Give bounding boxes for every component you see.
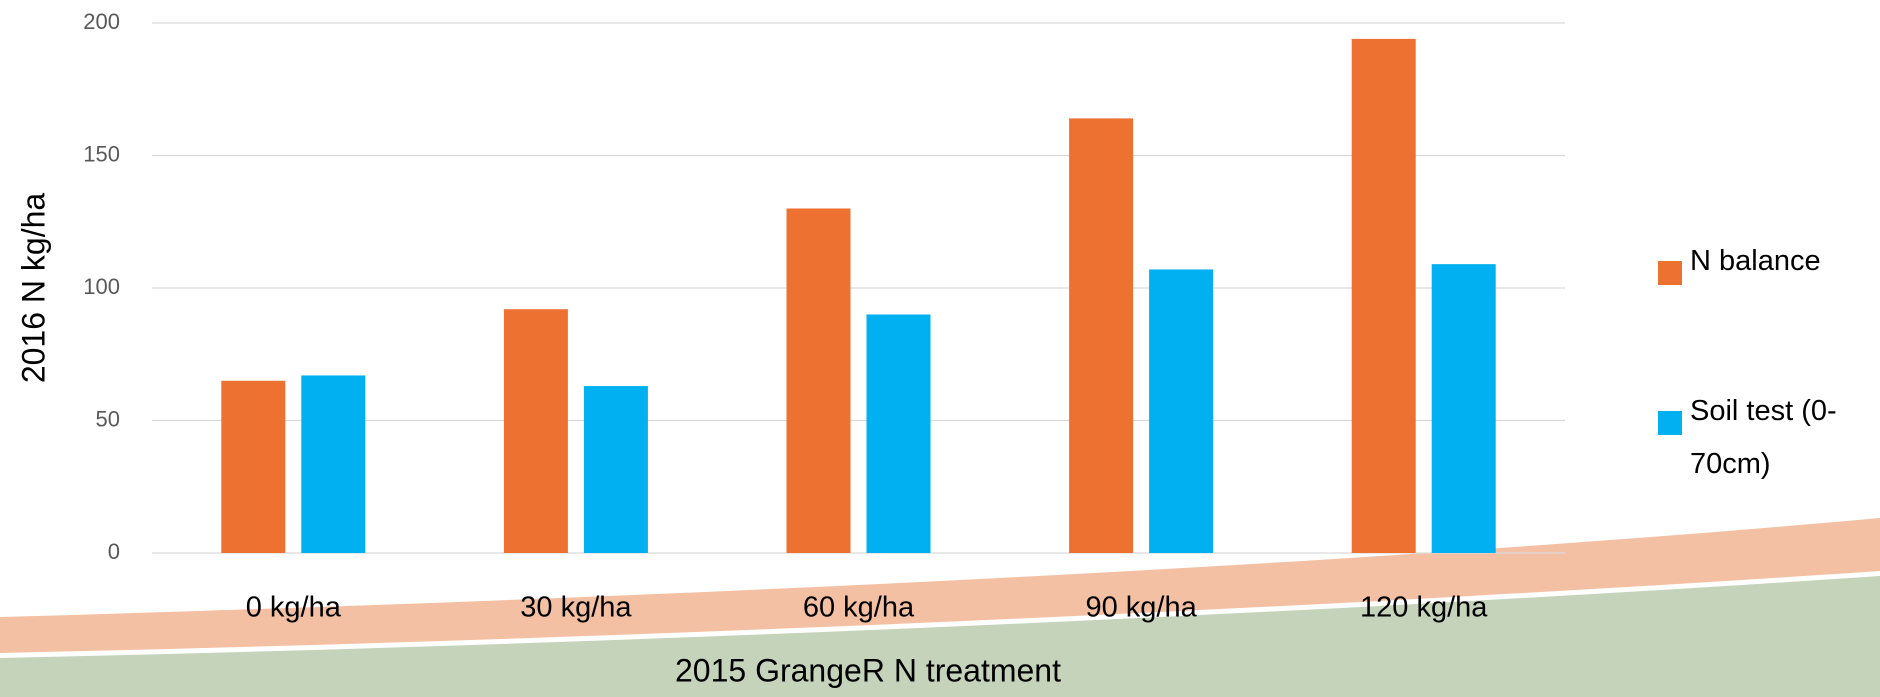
legend-entry: N balance [1690,247,1821,277]
y-axis-title: 2016 N kg/ha [15,193,51,384]
bar [866,314,931,553]
bar [503,309,568,553]
bar [1351,38,1416,553]
x-tick-label: 0 kg/ha [246,592,342,624]
bar [221,380,286,553]
plot-area: 0 50 100 150 200 [83,9,1565,564]
x-tick-label: 60 kg/ha [803,592,915,624]
orange-band [0,518,1880,653]
legend-entry: Soil test (0-70cm) [1690,397,1837,480]
x-tick-label: 30 kg/ha [520,592,632,624]
legend-label: N balance [1690,247,1821,277]
legend-swatch [1658,261,1682,285]
bar [1069,118,1134,554]
y-tick-label: 0 [108,539,120,564]
y-tick-label: 150 [83,141,120,166]
bar [786,208,851,553]
decoration [0,518,1880,697]
x-tick-label: 120 kg/ha [1360,592,1488,624]
bar [583,386,648,553]
y-tick-label: 200 [83,9,120,34]
bar [301,375,366,553]
bar [1149,269,1214,553]
y-tick-label: 100 [83,274,120,299]
green-band [0,576,1880,697]
x-axis-title: 2015 GrangeR N treatment [675,652,1061,688]
x-tick-label: 90 kg/ha [1085,592,1197,624]
y-tick-label: 50 [96,406,120,431]
legend-label: Soil test (0-70cm) [1690,397,1837,480]
legend-swatch [1658,411,1682,435]
bar [1431,264,1496,553]
